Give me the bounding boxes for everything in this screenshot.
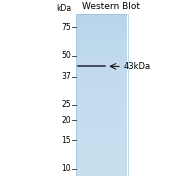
Text: 43kDa: 43kDa [124,62,151,71]
Text: 75: 75 [61,23,71,32]
Text: 25: 25 [61,100,71,109]
Text: kDa: kDa [56,4,71,13]
Text: 20: 20 [61,116,71,125]
Text: 37: 37 [61,72,71,81]
Bar [76,14,128,176]
Text: 15: 15 [61,136,71,145]
Text: Western Blot: Western Blot [82,2,140,11]
Text: 10: 10 [61,165,71,174]
Text: 50: 50 [61,51,71,60]
